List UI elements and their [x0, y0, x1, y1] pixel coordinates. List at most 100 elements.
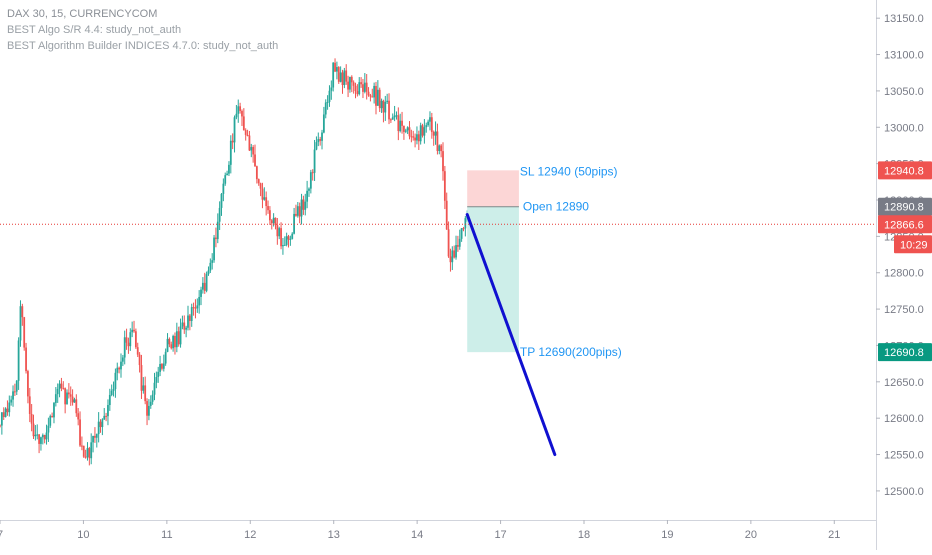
candle-body — [194, 307, 197, 309]
time-axis-label: 17 — [494, 529, 506, 541]
candle-body — [129, 332, 132, 347]
candle-body — [410, 136, 413, 138]
candle-body — [376, 89, 379, 106]
candle-body — [360, 82, 363, 85]
candle-body — [254, 154, 256, 167]
time-axis-label: 20 — [745, 529, 757, 541]
candle-body — [224, 175, 227, 184]
candle-body — [13, 391, 16, 393]
candle-body — [146, 401, 148, 416]
candle-body — [401, 120, 403, 126]
candle-body — [375, 85, 377, 106]
candle-body — [118, 367, 121, 370]
candle-body — [49, 415, 52, 426]
candle-body — [386, 100, 389, 103]
candle-body — [45, 432, 48, 440]
candle-body — [397, 115, 400, 132]
candle-body — [369, 95, 372, 97]
candle-body — [0, 412, 3, 426]
candle-body — [380, 100, 383, 109]
candle-body — [395, 115, 398, 117]
candle-body — [371, 96, 374, 98]
candle-body — [120, 361, 122, 370]
candle-body — [134, 331, 137, 348]
candle-body — [92, 435, 94, 443]
candle-body — [75, 399, 78, 414]
time-axis-label: 19 — [661, 529, 673, 541]
candle-body — [406, 127, 409, 131]
candle-body — [306, 190, 309, 202]
candle-body — [363, 82, 366, 92]
candle-body — [455, 245, 457, 258]
candle-body — [365, 82, 368, 92]
candle-body — [107, 405, 109, 417]
candle-body — [112, 389, 115, 391]
candle-body — [451, 250, 454, 263]
candle-body — [151, 394, 154, 402]
candle-body — [322, 114, 325, 133]
candle-body — [205, 274, 208, 291]
candle-body — [164, 351, 167, 364]
candle-body — [127, 342, 130, 347]
candle-body — [148, 405, 150, 416]
last-price-tag-text: 12866.6 — [884, 219, 924, 231]
take-profit-zone — [467, 206, 519, 353]
candle-body — [453, 250, 456, 258]
candle-body — [438, 145, 441, 151]
candle-body — [86, 448, 89, 458]
candle-body — [408, 127, 411, 137]
candle-body — [183, 322, 186, 330]
candle-body — [330, 87, 333, 91]
candle-body — [373, 85, 376, 98]
candle-body — [252, 147, 255, 155]
candle-body — [38, 434, 40, 444]
candle-body — [343, 70, 346, 86]
candle-body — [447, 229, 450, 257]
price-axis-label: 12750.0 — [884, 304, 924, 316]
candle-body — [274, 217, 277, 226]
candle-body — [79, 419, 81, 446]
candle-body — [53, 402, 55, 418]
candle-body — [159, 364, 161, 372]
candle-body — [347, 81, 349, 90]
candle-body — [257, 179, 260, 184]
candle-body — [239, 106, 242, 111]
candle-body — [190, 307, 193, 321]
candle-body — [179, 326, 182, 345]
candle-body — [211, 260, 214, 263]
price-axis-label: 13000.0 — [884, 122, 924, 134]
candle-body — [108, 394, 111, 406]
candle-body — [216, 221, 219, 240]
candle-body — [434, 131, 437, 136]
candle-body — [142, 385, 145, 391]
candle-body — [250, 147, 253, 151]
candle-body — [440, 145, 443, 152]
candle-body — [388, 100, 390, 120]
candle-body — [384, 102, 387, 113]
candle-body — [121, 357, 124, 362]
candle-body — [125, 337, 128, 343]
candle-body — [101, 419, 104, 428]
projection-trend-line[interactable] — [465, 213, 557, 457]
candle-body — [8, 402, 11, 413]
candle-body — [289, 238, 292, 240]
take-profit-label: TP 12690(200pips) — [520, 345, 622, 359]
candle-body — [458, 238, 461, 247]
candle-body — [15, 380, 18, 392]
indicator-label: BEST Algorithm Builder INDICES 4.7.0: st… — [7, 40, 279, 52]
candle-body — [228, 164, 230, 174]
candle-body — [166, 338, 169, 352]
candle-body — [155, 377, 158, 383]
stop-loss-label: SL 12940 (50pips) — [520, 164, 618, 178]
candle-body — [416, 134, 418, 141]
candle-body — [255, 166, 258, 180]
candle-body — [462, 228, 465, 230]
candle-body — [94, 435, 96, 438]
candle-body — [267, 206, 269, 211]
candle-body — [349, 76, 351, 90]
candle-body — [358, 82, 361, 95]
candle-body — [99, 421, 102, 428]
candle-body — [332, 62, 335, 88]
